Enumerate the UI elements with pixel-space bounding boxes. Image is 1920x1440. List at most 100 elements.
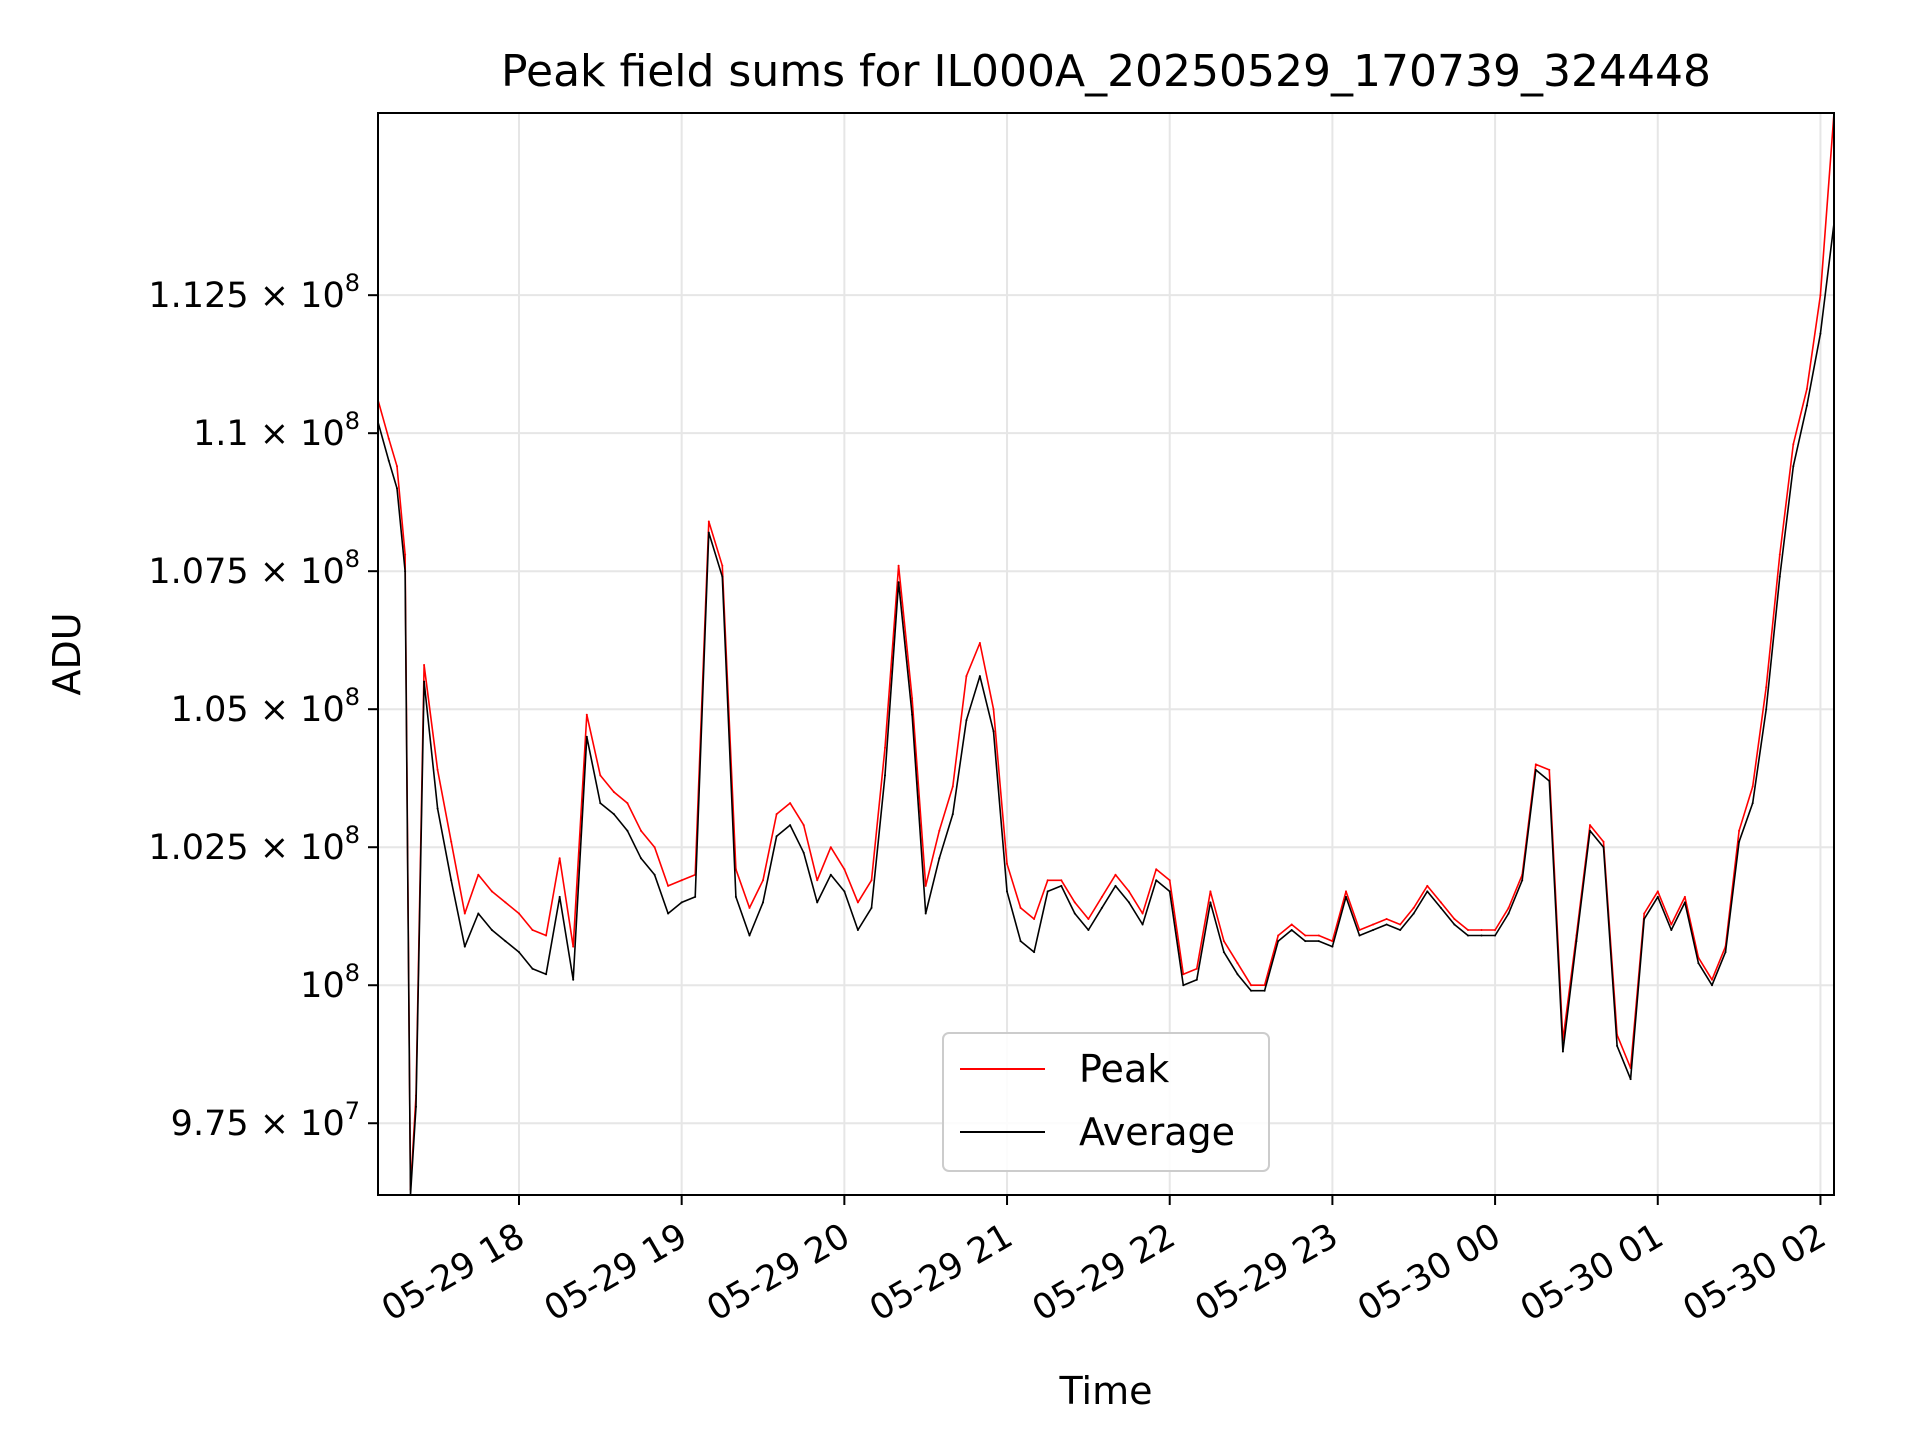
series-point-average [1683, 901, 1686, 904]
series-point-peak [612, 791, 615, 793]
series-point-peak [789, 802, 792, 805]
series-point-average [1589, 829, 1591, 832]
series-point-average [1100, 906, 1103, 909]
series-point-average [802, 851, 805, 854]
series-point-peak [897, 564, 900, 567]
series-point-average [1073, 912, 1076, 915]
series-point-average [1087, 929, 1090, 931]
series-point-average [897, 581, 900, 584]
series-point-peak [1412, 906, 1415, 909]
series-point-average [640, 857, 642, 860]
series-point-average [1222, 951, 1225, 954]
series-point-peak [1019, 906, 1022, 909]
series-point-average [775, 835, 778, 838]
series-point-peak [1141, 912, 1144, 915]
series-point-average [1575, 940, 1578, 943]
series-point-average [626, 829, 629, 832]
series-point-average [1792, 465, 1795, 468]
series-point-average [653, 873, 656, 876]
series-point-average [1155, 879, 1158, 882]
series-point-peak [965, 675, 968, 678]
series-point-average [938, 857, 941, 860]
series-point-peak [396, 465, 398, 468]
series-point-peak [1670, 923, 1673, 926]
series-point-average [911, 713, 914, 716]
series-point-peak [992, 708, 995, 711]
series-lines [378, 113, 1834, 1195]
series-point-average [1643, 918, 1646, 920]
series-point-peak [640, 829, 642, 832]
series-point-average [680, 901, 683, 904]
series-point-peak [450, 840, 453, 843]
series-point-average [1765, 708, 1768, 711]
series-point-average [1751, 802, 1754, 805]
series-point-peak [1453, 918, 1456, 920]
series-point-peak [1304, 934, 1307, 937]
series-point-average [870, 906, 873, 909]
series-point-average [1168, 890, 1171, 893]
x-axis-label: Time [1059, 1369, 1153, 1413]
series-point-average [1195, 978, 1198, 981]
series-point-average [1656, 895, 1659, 898]
series-point-peak [1494, 929, 1497, 931]
series-point-average [1331, 945, 1334, 948]
series-point-peak [1372, 923, 1375, 926]
series-point-peak [843, 868, 846, 871]
series-point-peak [1317, 934, 1320, 937]
series-point-peak [436, 768, 439, 771]
series-point-average [843, 890, 846, 893]
series-point-peak [924, 884, 927, 887]
series-point-peak [490, 890, 493, 893]
series-point-peak [1182, 973, 1185, 976]
series-point-average [1304, 940, 1307, 943]
series-point-peak [762, 879, 764, 882]
series-point-peak [1805, 388, 1808, 390]
series-point-peak [423, 664, 426, 666]
series-point-average [1114, 884, 1117, 887]
series-point-peak [1819, 294, 1822, 297]
series-point-average [396, 487, 398, 490]
series-point-average [1453, 923, 1456, 926]
series-point-peak [1277, 934, 1280, 937]
y-tick-label: 1.025 × 108 [148, 821, 360, 868]
series-point-average [1033, 951, 1036, 954]
series-point-peak [504, 901, 507, 904]
series-point-peak [1033, 918, 1036, 920]
series-point-peak [1385, 918, 1388, 920]
series-point-average [1778, 575, 1781, 578]
series-point-peak [1534, 763, 1537, 766]
series-point-average [1602, 846, 1605, 849]
series-point-peak [558, 857, 561, 860]
series-point-average [1412, 912, 1415, 915]
series-point-peak [1358, 929, 1361, 931]
series-point-peak [1507, 906, 1510, 909]
series-point-average [1697, 962, 1700, 965]
series-point-average [1439, 906, 1442, 909]
y-tick-label: 1.05 × 108 [171, 683, 360, 730]
series-point-average [415, 1105, 417, 1108]
series-point-average [1128, 901, 1130, 904]
y-tick-label: 1.125 × 108 [148, 269, 360, 316]
series-point-peak [1643, 912, 1646, 915]
series-point-average [1385, 923, 1388, 926]
series-point-peak [1656, 890, 1659, 893]
series-point-peak [477, 873, 480, 876]
chart-title: Peak field sums for IL000A_20250529_1707… [501, 46, 1711, 97]
series-point-average [612, 813, 615, 816]
series-point-peak [585, 713, 588, 716]
series-point-peak [1792, 443, 1795, 446]
series-point-average [450, 879, 453, 882]
series-point-peak [680, 879, 683, 882]
series-point-average [856, 929, 859, 931]
series-point-average [1006, 890, 1008, 893]
series-point-peak [1155, 868, 1158, 871]
series-point-peak [1467, 929, 1469, 931]
series-point-peak [1046, 879, 1049, 882]
series-point-average [436, 807, 439, 810]
series-point-peak [1100, 895, 1103, 898]
series-point-peak [404, 553, 407, 556]
series-point-peak [911, 697, 914, 700]
series-point-average [667, 912, 670, 915]
series-point-average [404, 570, 407, 573]
